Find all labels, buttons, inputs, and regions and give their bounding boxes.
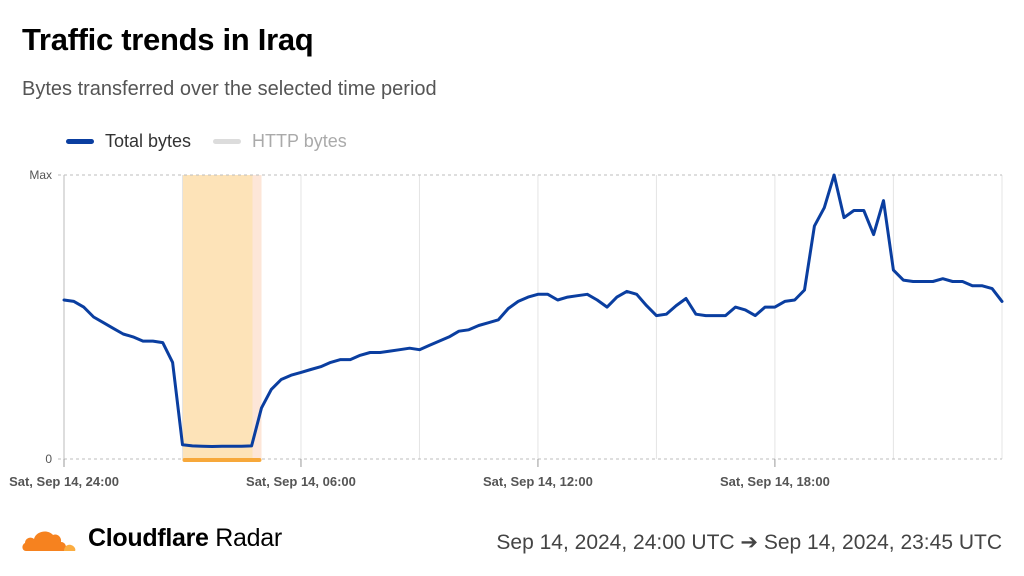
outage-annotation-band: [182, 175, 262, 459]
legend-swatch-total: [66, 139, 94, 144]
legend-item-http-bytes[interactable]: HTTP bytes: [213, 131, 347, 152]
cloudflare-radar-brand[interactable]: Cloudflare Radar: [20, 524, 282, 553]
x-tick-label-1: Sat, Sep 14, 06:00: [246, 474, 356, 489]
time-range-label: Sep 14, 2024, 24:00 UTC ➔ Sep 14, 2024, …: [496, 531, 1002, 554]
y-tick-label-zero: 0: [45, 452, 52, 466]
y-tick-label-max: Max: [29, 168, 52, 182]
outage-annotation-band-edge: [252, 175, 262, 459]
chart-title: Traffic trends in Iraq: [22, 22, 314, 57]
x-tick-label-2: Sat, Sep 14, 12:00: [483, 474, 593, 489]
brand-name: Cloudflare Radar: [88, 524, 282, 553]
brand-name-bold: Cloudflare: [88, 524, 209, 552]
legend-label-http: HTTP bytes: [252, 131, 347, 151]
traffic-line-chart: 0 Max Sat, Sep 14, 24:00 Sat, Sep 14, 06:00…: [9, 168, 1004, 489]
legend-label-total: Total bytes: [105, 131, 192, 151]
legend-swatch-http: [213, 139, 242, 144]
chart-legend: Total bytes HTTP bytes: [66, 131, 369, 152]
series-line-total-bytes: [62, 173, 1004, 448]
chart-subtitle: Bytes transferred over the selected time…: [22, 78, 437, 100]
x-tick-label-3: Sat, Sep 14, 18:00: [720, 474, 830, 489]
outage-annotation-bar: [182, 458, 262, 462]
cloudflare-cloud-icon: [22, 531, 76, 551]
legend-item-total-bytes[interactable]: Total bytes: [66, 131, 191, 152]
x-tick-label-0: Sat, Sep 14, 24:00: [9, 474, 119, 489]
brand-name-light: Radar: [215, 524, 282, 552]
